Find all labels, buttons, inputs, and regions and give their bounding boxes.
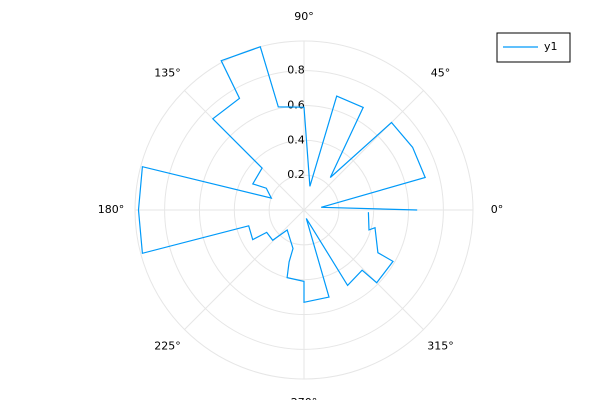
r-tick-label: 0.8 — [287, 64, 305, 77]
r-tick-label: 0.4 — [287, 133, 305, 146]
theta-tick-label: 90° — [294, 10, 314, 23]
grid-spoke — [184, 209, 305, 330]
grid-spoke — [303, 209, 424, 330]
theta-tick-label: 0° — [491, 203, 504, 216]
series-line — [137, 46, 427, 304]
r-tick-label: 0.2 — [287, 168, 305, 181]
theta-tick-label: 45° — [431, 67, 451, 80]
r-tick-label: 0.6 — [287, 98, 305, 111]
theta-tick-label: 315° — [427, 339, 454, 352]
grid-spoke — [303, 90, 424, 211]
theta-tick-label: 135° — [154, 67, 181, 80]
legend-label: y1 — [544, 40, 558, 53]
theta-tick-label: 270° — [291, 396, 318, 400]
theta-tick-label: 225° — [154, 339, 181, 352]
theta-tick-label: 180° — [98, 203, 125, 216]
